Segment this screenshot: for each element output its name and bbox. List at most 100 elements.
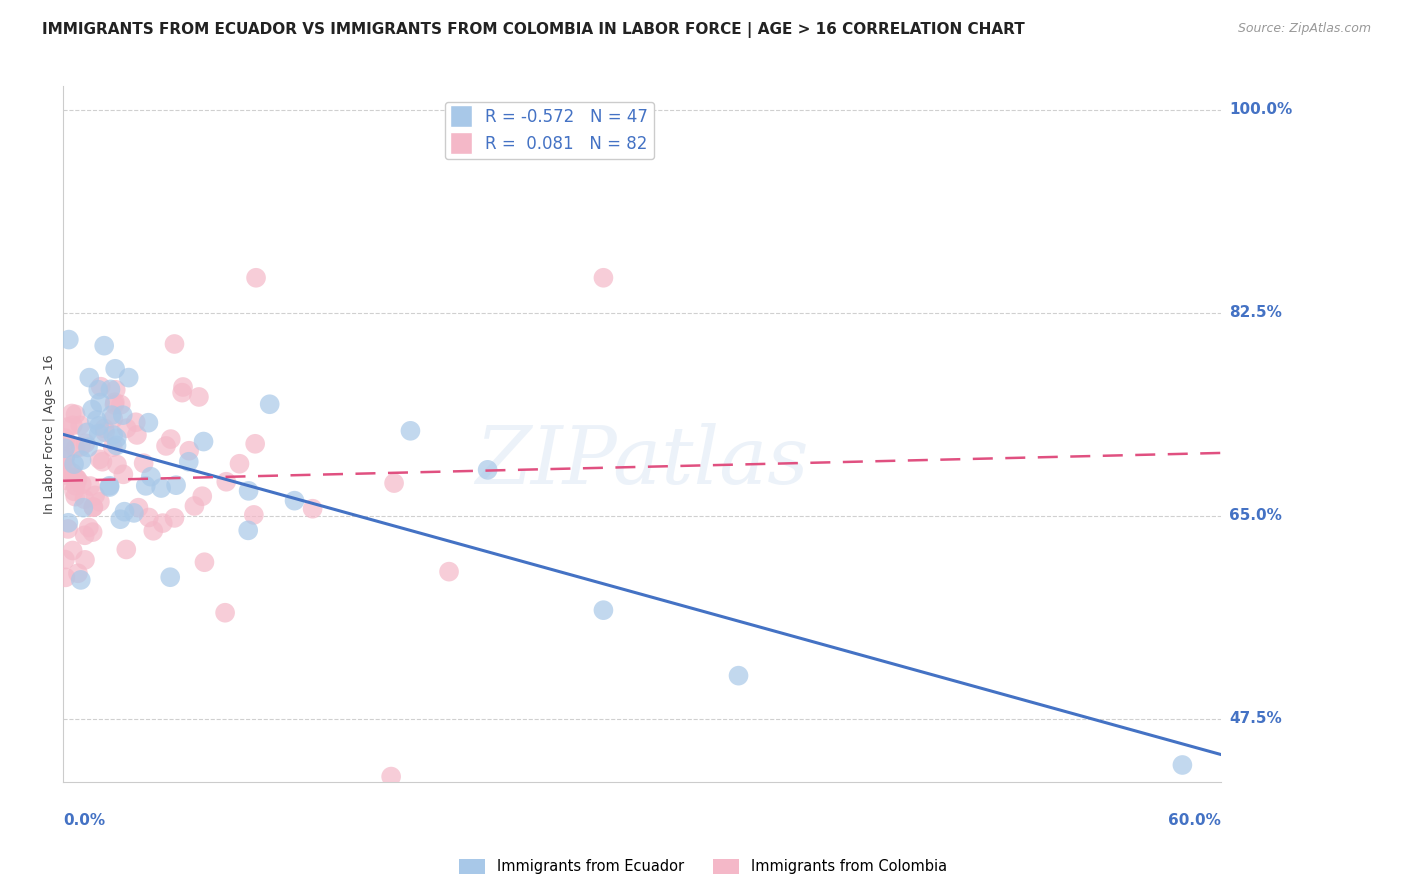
Point <box>82 500 104 515</box>
Point <box>69 418 91 433</box>
Point <box>103 398 125 412</box>
Point <box>98 479 121 493</box>
Point <box>55 570 77 584</box>
Point <box>245 270 267 285</box>
Point <box>193 434 215 449</box>
Point <box>112 467 135 482</box>
Point <box>172 385 194 400</box>
Point <box>89 395 111 409</box>
Point <box>75 436 97 450</box>
Point <box>100 408 122 422</box>
Point <box>77 441 100 455</box>
Point <box>142 524 165 538</box>
Point <box>238 524 260 538</box>
Point <box>89 452 111 467</box>
Point <box>105 458 128 472</box>
Point <box>155 439 177 453</box>
Point <box>90 380 112 394</box>
Text: 65.0%: 65.0% <box>1229 508 1282 523</box>
Point <box>70 453 93 467</box>
Point <box>172 380 194 394</box>
Point <box>125 415 148 429</box>
Point <box>84 488 107 502</box>
Point <box>73 553 96 567</box>
Text: 60.0%: 60.0% <box>1168 813 1220 828</box>
Point <box>98 480 121 494</box>
Point <box>111 408 134 422</box>
Point <box>77 520 100 534</box>
Point <box>87 426 110 441</box>
Point <box>79 370 101 384</box>
Y-axis label: In Labor Force | Age > 16: In Labor Force | Age > 16 <box>44 355 56 514</box>
Point <box>66 566 89 581</box>
Point <box>56 474 79 488</box>
Point <box>104 383 127 397</box>
Point <box>53 434 76 449</box>
Point <box>93 421 115 435</box>
Point <box>89 495 111 509</box>
Point <box>163 337 186 351</box>
Point <box>63 457 86 471</box>
Point <box>110 512 132 526</box>
Point <box>301 501 323 516</box>
Point <box>62 543 84 558</box>
Point <box>114 505 136 519</box>
Point <box>53 450 76 464</box>
Point <box>94 425 117 440</box>
Point <box>86 413 108 427</box>
Point <box>110 398 132 412</box>
Point <box>283 493 305 508</box>
Point <box>125 428 148 442</box>
Point <box>592 270 614 285</box>
Point <box>82 525 104 540</box>
Point <box>159 432 181 446</box>
Point <box>82 500 104 515</box>
Point <box>138 416 160 430</box>
Text: 100.0%: 100.0% <box>1229 102 1292 117</box>
Point <box>152 516 174 530</box>
Point <box>73 492 96 507</box>
Point <box>65 442 87 456</box>
Point <box>60 407 83 421</box>
Point <box>214 606 236 620</box>
Text: Source: ZipAtlas.com: Source: ZipAtlas.com <box>1237 22 1371 36</box>
Point <box>193 555 215 569</box>
Point <box>70 477 93 491</box>
Point <box>437 565 460 579</box>
Point <box>93 339 115 353</box>
Point <box>159 570 181 584</box>
Point <box>163 511 186 525</box>
Point <box>122 506 145 520</box>
Point <box>73 528 96 542</box>
Point <box>62 418 84 433</box>
Point <box>100 383 122 397</box>
Point <box>63 484 86 499</box>
Point <box>104 395 127 409</box>
Point <box>53 451 76 466</box>
Point <box>72 500 94 515</box>
Point <box>115 421 138 435</box>
Point <box>104 361 127 376</box>
Point <box>101 440 124 454</box>
Point <box>65 471 87 485</box>
Point <box>477 463 499 477</box>
Point <box>135 479 157 493</box>
Point <box>101 428 124 442</box>
Point <box>65 479 87 493</box>
Text: 82.5%: 82.5% <box>1229 305 1282 320</box>
Point <box>1171 758 1194 772</box>
Text: IMMIGRANTS FROM ECUADOR VS IMMIGRANTS FROM COLOMBIA IN LABOR FORCE | AGE > 16 CO: IMMIGRANTS FROM ECUADOR VS IMMIGRANTS FR… <box>42 22 1025 38</box>
Point <box>56 522 79 536</box>
Point <box>179 443 201 458</box>
Point <box>105 431 128 445</box>
Point <box>82 402 104 417</box>
Point <box>53 467 76 482</box>
Point <box>58 333 80 347</box>
Point <box>238 483 260 498</box>
Point <box>259 397 281 411</box>
Point <box>150 481 173 495</box>
Point <box>53 431 76 445</box>
Point <box>592 603 614 617</box>
Point <box>69 440 91 454</box>
Point <box>165 478 187 492</box>
